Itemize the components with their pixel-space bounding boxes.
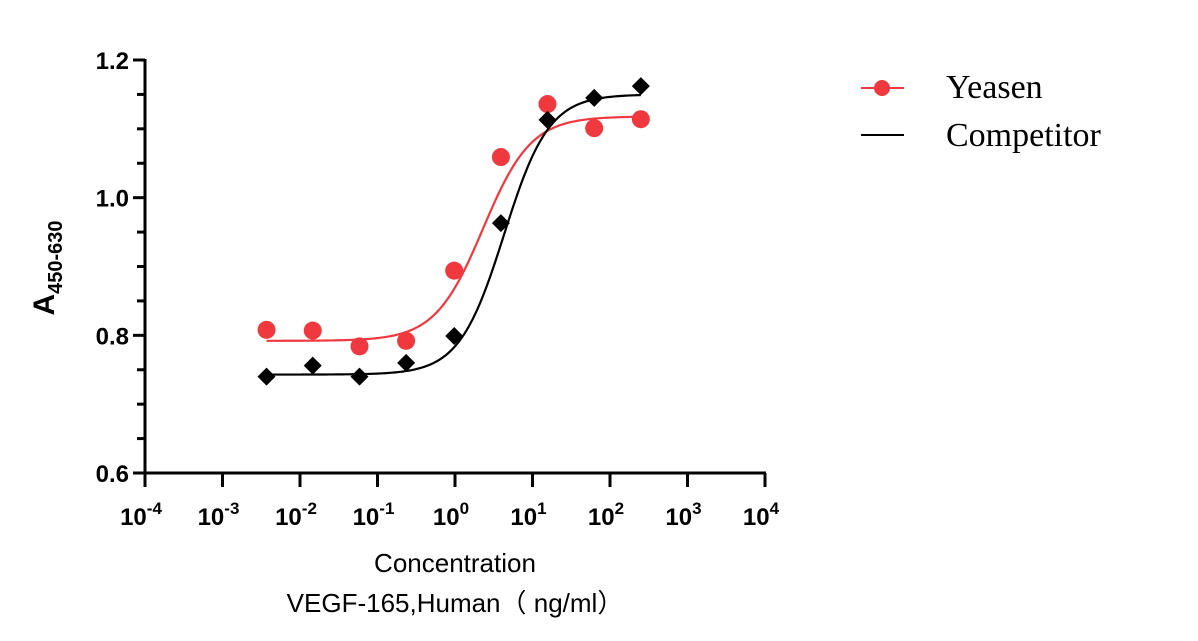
data-point-yeasen (350, 337, 369, 356)
y-tick-label: 0.6 (96, 461, 129, 488)
legend-item-yeasen: Yeasen (861, 69, 1043, 106)
x-axis-label-unit: VEGF-165,Human（ ng/ml） (287, 588, 624, 618)
data-point-competitor (397, 353, 416, 372)
x-tick-label: 104 (743, 499, 780, 531)
x-tick-label: 10-2 (275, 499, 317, 531)
legend: Yeasen Competitor (861, 69, 1102, 154)
data-points (257, 77, 650, 386)
data-point-yeasen (538, 95, 557, 114)
fit-curve-yeasen (266, 115, 641, 342)
data-point-yeasen (631, 110, 650, 129)
data-point-yeasen (445, 261, 464, 280)
axes: 0.6 0.8 1.0 1.2 10-4 10-3 10-2 10-1 100 101 102 103… (96, 48, 780, 531)
y-tick-label: 1.2 (96, 48, 129, 75)
x-axis-label: Concentration (374, 548, 536, 578)
y-axis-label: A450-630 (28, 220, 67, 315)
data-point-competitor (538, 110, 557, 129)
x-tick-label: 100 (433, 499, 469, 531)
x-tick-label: 101 (510, 499, 546, 531)
data-point-competitor (350, 367, 369, 386)
y-axis-label-main: A (28, 294, 61, 316)
data-point-yeasen (491, 148, 510, 167)
x-tick-label: 10-4 (120, 499, 162, 531)
data-point-yeasen (257, 320, 276, 339)
data-point-competitor (491, 214, 510, 233)
data-point-yeasen (303, 321, 322, 340)
y-tick-label: 0.8 (96, 323, 129, 350)
data-point-competitor (303, 356, 322, 375)
y-tick-label: 1.0 (96, 186, 129, 213)
x-tick-label: 10-1 (353, 499, 395, 531)
x-tick-label: 103 (665, 499, 701, 531)
legend-label-competitor: Competitor (946, 117, 1102, 154)
fit-curves (266, 93, 641, 376)
legend-label-yeasen: Yeasen (946, 69, 1043, 106)
x-tick-label: 10-3 (198, 499, 240, 531)
data-point-yeasen (585, 119, 604, 138)
data-point-competitor (585, 88, 604, 107)
data-point-competitor (631, 77, 650, 96)
data-point-yeasen (397, 331, 416, 350)
x-tick-label: 102 (588, 499, 624, 531)
data-point-competitor (257, 367, 276, 386)
y-axis-label-sub: 450-630 (45, 220, 67, 293)
legend-item-competitor: Competitor (861, 117, 1102, 154)
legend-marker-yeasen (874, 80, 890, 96)
fit-curve-competitor (266, 93, 641, 376)
data-point-competitor (445, 327, 464, 346)
